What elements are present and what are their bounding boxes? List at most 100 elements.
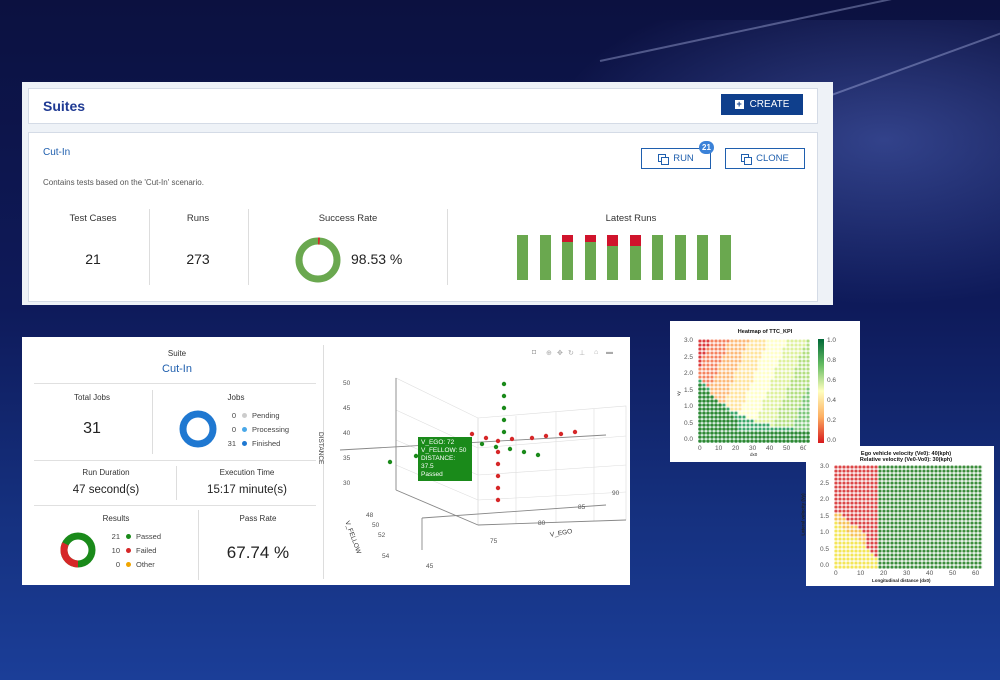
scatter-point[interactable] bbox=[483, 435, 489, 441]
latest-run-bar[interactable] bbox=[674, 235, 686, 280]
jobs-count: 0 bbox=[231, 411, 236, 420]
scatter-point[interactable] bbox=[529, 435, 535, 441]
scatter-point[interactable] bbox=[413, 453, 419, 459]
z-axis-label: DISTANCE bbox=[317, 432, 324, 465]
run-suite-name[interactable]: Cut-In bbox=[162, 363, 192, 375]
heatmap-velocity-panel: Ego vehicle velocity (Ve0): 40(kph) Rela… bbox=[801, 446, 994, 586]
latest-run-bar[interactable] bbox=[697, 235, 708, 280]
results-label: Results bbox=[102, 514, 130, 523]
scatter-point[interactable] bbox=[501, 381, 507, 387]
scatter-point[interactable] bbox=[521, 449, 527, 455]
latest-run-failed-segment bbox=[584, 235, 596, 242]
heatmap1-x-tick: 60 bbox=[800, 445, 808, 452]
latest-run-failed-segment bbox=[562, 235, 573, 242]
scatter-point[interactable] bbox=[495, 438, 501, 444]
latest-run-bar[interactable] bbox=[562, 235, 573, 280]
scatter-point[interactable] bbox=[495, 461, 501, 467]
y-axis-tick: 48 bbox=[366, 512, 374, 519]
scatter-point[interactable] bbox=[479, 441, 485, 447]
jobs-label: Jobs bbox=[227, 393, 245, 402]
scatter-point[interactable] bbox=[495, 497, 501, 503]
heatmap2-x-tick: 0 bbox=[834, 570, 838, 577]
heatmap2-x-tick: 10 bbox=[857, 570, 865, 577]
camera-icon[interactable]: ◘ bbox=[532, 349, 537, 356]
scatter-point[interactable] bbox=[501, 429, 507, 435]
results-dot-icon bbox=[126, 562, 131, 567]
heatmap1-colorbar-tick: 0.2 bbox=[827, 417, 837, 424]
heatmap2-grid bbox=[834, 465, 984, 569]
heatmap2-xlabel: Longitudinal distance (dx0) bbox=[872, 578, 931, 583]
scatter-point[interactable] bbox=[572, 429, 578, 435]
scatter-point[interactable] bbox=[501, 417, 507, 423]
pass-rate-value: 67.74 % bbox=[226, 543, 290, 562]
scatter-point[interactable] bbox=[493, 444, 499, 450]
clone-button[interactable]: CLONE bbox=[725, 148, 805, 169]
scatter-point[interactable] bbox=[501, 393, 507, 399]
create-button-label: CREATE bbox=[749, 99, 790, 110]
run-button-label: RUN bbox=[673, 153, 694, 164]
suite-name[interactable]: Cut-In bbox=[43, 147, 71, 158]
run-duration-value: 47 second(s) bbox=[72, 484, 140, 496]
scatter-point[interactable] bbox=[558, 431, 564, 437]
latest-run-bar[interactable] bbox=[607, 235, 618, 280]
scatter-point[interactable] bbox=[469, 431, 475, 437]
results-dot-icon bbox=[126, 534, 131, 539]
y-axis-tick: 54 bbox=[382, 553, 390, 560]
results-legend-item: 0 Other bbox=[106, 560, 155, 569]
spikes-icon[interactable]: ▬ bbox=[606, 349, 613, 356]
heatmap1-x-tick: 50 bbox=[783, 445, 791, 452]
scatter-point[interactable] bbox=[495, 473, 501, 479]
heatmap1-colorbar-tick: 0.8 bbox=[827, 357, 837, 364]
heatmap2-x-tick: 60 bbox=[972, 570, 980, 577]
scatter-point[interactable] bbox=[507, 446, 513, 452]
results-legend-item: 10 Failed bbox=[106, 546, 157, 555]
heatmap1-y-tick: 2.5 bbox=[684, 353, 694, 361]
run-count-badge: 21 bbox=[699, 141, 714, 154]
scatter-point[interactable] bbox=[495, 485, 501, 491]
divider bbox=[447, 209, 448, 285]
results-count: 0 bbox=[115, 560, 120, 569]
heatmap1-colorbar bbox=[818, 339, 824, 443]
home-icon[interactable]: ⌂ bbox=[594, 349, 599, 356]
scatter-point[interactable] bbox=[501, 405, 507, 411]
latest-run-bar[interactable] bbox=[517, 235, 528, 280]
copy-icon bbox=[741, 154, 753, 165]
heatmap1-y-tick: 2.0 bbox=[684, 370, 694, 377]
scatter-point[interactable] bbox=[509, 436, 515, 442]
heatmap1-y-tick: 0.0 bbox=[684, 436, 694, 443]
heatmap2-x-tick: 40 bbox=[926, 570, 934, 577]
scatter-3d-plot[interactable] bbox=[326, 340, 628, 582]
divider bbox=[149, 209, 150, 285]
scatter-point[interactable] bbox=[535, 452, 541, 458]
run-duration-label: Run Duration bbox=[82, 468, 130, 477]
rotate-icon[interactable]: ↻ bbox=[568, 350, 574, 357]
pan-icon[interactable]: ✥ bbox=[557, 350, 563, 357]
z-axis-tick: 35 bbox=[343, 455, 351, 462]
heatmap1-x-tick: 30 bbox=[749, 445, 757, 452]
z-axis-tick: 30 bbox=[343, 480, 351, 487]
latest-run-bar[interactable] bbox=[584, 235, 596, 280]
orbit-icon[interactable]: ⊥ bbox=[579, 350, 586, 357]
latest-run-bar[interactable] bbox=[652, 235, 663, 280]
results-failed-arc bbox=[60, 532, 96, 568]
jobs-label: Pending bbox=[252, 411, 280, 420]
jobs-count: 31 bbox=[227, 439, 236, 448]
latest-run-bar[interactable] bbox=[719, 235, 731, 280]
scatter-point[interactable] bbox=[495, 449, 501, 455]
suites-header: Suites + CREATE bbox=[28, 88, 818, 124]
run-button[interactable]: RUN bbox=[641, 148, 711, 169]
latest-run-bar[interactable] bbox=[629, 235, 641, 280]
heatmap2-ylabel: Lateral velocity (Vy) bbox=[800, 493, 806, 536]
zoom-icon[interactable]: ⊕ bbox=[546, 350, 552, 357]
jobs-label: Processing bbox=[252, 425, 290, 434]
create-button[interactable]: + CREATE bbox=[721, 94, 803, 115]
scatter-point[interactable] bbox=[387, 459, 393, 465]
suite-description: Contains tests based on the 'Cut-In' sce… bbox=[43, 178, 204, 187]
results-count: 10 bbox=[111, 546, 120, 555]
scatter-point[interactable] bbox=[543, 433, 549, 439]
latest-run-failed-segment bbox=[607, 235, 618, 247]
heatmap2-y-tick: 2.0 bbox=[820, 496, 830, 503]
jobs-donut bbox=[179, 410, 217, 448]
divider bbox=[34, 505, 316, 506]
latest-run-bar[interactable] bbox=[539, 235, 551, 280]
